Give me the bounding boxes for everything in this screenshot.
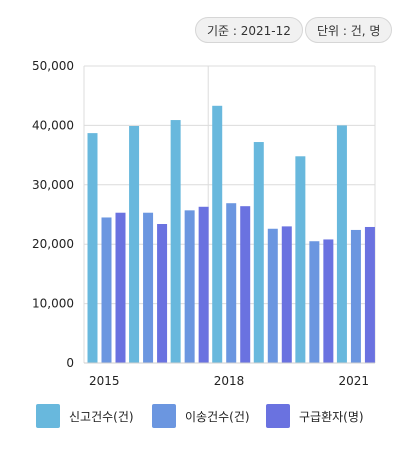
bar-신고건수(건)-2019 — [253, 142, 264, 363]
bar-이송건수(건)-2018 — [226, 203, 237, 363]
bar-신고건수(건)-2018 — [212, 105, 223, 363]
unit-badge: 단위 : 건, 명 — [305, 17, 393, 43]
bar-신고건수(건)-2015 — [87, 133, 98, 363]
bar-구급환자(명)-2015 — [115, 212, 126, 363]
legend-swatch-patients — [266, 404, 290, 428]
bar-구급환자(명)-2017 — [198, 206, 209, 363]
bar-신고건수(건)-2021 — [336, 125, 347, 364]
bar-구급환자(명)-2018 — [240, 206, 251, 363]
bar-구급환자(명)-2016 — [157, 224, 168, 363]
y-tick-label: 40,000 — [32, 118, 74, 132]
legend-label-reports: 신고건수(건) — [69, 409, 134, 424]
bar-구급환자(명)-2020 — [323, 239, 334, 363]
bar-이송건수(건)-2015 — [101, 217, 112, 363]
y-tick-label: 20,000 — [32, 237, 74, 251]
bar-구급환자(명)-2019 — [281, 226, 292, 363]
y-tick-label: 30,000 — [32, 178, 74, 192]
y-tick-label: 0 — [66, 356, 74, 370]
bar-chart: 0 10,000 20,000 30,000 40,000 50,000 2015 2018 2… — [32, 59, 376, 388]
bar-신고건수(건)-2017 — [170, 120, 181, 363]
bar-이송건수(건)-2020 — [309, 241, 320, 363]
base-date-badge: 기준 : 2021-12 — [195, 17, 303, 43]
bar-이송건수(건)-2016 — [143, 212, 154, 363]
y-tick-label: 50,000 — [32, 59, 74, 73]
legend-item-transports: 이송건수(건) — [152, 404, 250, 428]
bar-이송건수(건)-2021 — [350, 229, 361, 363]
bar-구급환자(명)-2021 — [364, 226, 375, 363]
legend-swatch-transports — [152, 404, 176, 428]
legend-label-patients: 구급환자(명) — [299, 409, 364, 424]
legend-swatch-reports — [36, 404, 60, 428]
chart-legend: 신고건수(건) 이송건수(건) 구급환자(명) — [36, 404, 396, 428]
x-tick-label: 2021 — [338, 374, 369, 388]
x-tick-label: 2015 — [89, 374, 120, 388]
bar-이송건수(건)-2017 — [184, 210, 195, 363]
legend-item-reports: 신고건수(건) — [36, 404, 134, 428]
legend-item-patients: 구급환자(명) — [266, 404, 364, 428]
bar-신고건수(건)-2020 — [295, 156, 306, 363]
bar-신고건수(건)-2016 — [129, 125, 140, 363]
legend-label-transports: 이송건수(건) — [185, 409, 250, 424]
bar-이송건수(건)-2019 — [267, 228, 278, 363]
y-tick-label: 10,000 — [32, 297, 74, 311]
x-tick-label: 2018 — [214, 374, 245, 388]
